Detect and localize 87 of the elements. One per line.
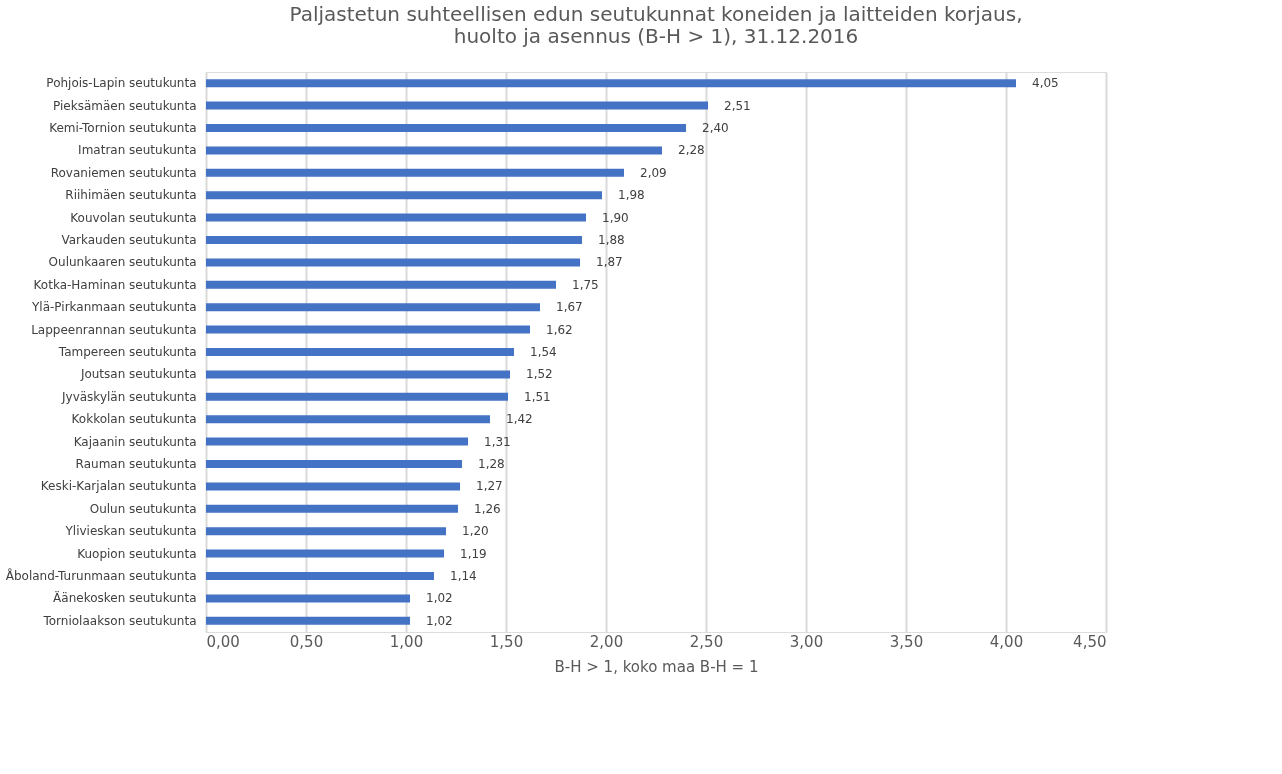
y-tick-label: Rauman seutukunta [75,457,197,471]
y-tick-label: Keski-Karjalan seutukunta [40,479,197,494]
y-tick-label: Lappeenrannan seutukunta [31,322,197,337]
x-axis-title: B-H > 1, koko maa B-H = 1 [554,657,759,676]
bar [206,101,708,110]
bar [206,460,462,468]
data-label: 1,14 [450,569,477,583]
bar [206,415,490,424]
bar [206,236,582,244]
y-tick-label: Tampereen seutukunta [57,345,197,359]
bar [206,79,1016,88]
x-tick-label: 0,00 [206,632,240,651]
x-tick-label: 3,00 [789,632,824,651]
data-label: 2,28 [678,143,705,158]
data-label: 4,05 [1032,76,1059,91]
data-label: 1,88 [598,233,625,247]
y-tick-label: Oulun seutukunta [89,501,197,516]
y-tick-label: Åboland-Turunmaan seutukunta [5,568,197,583]
y-tick-label: Kotka-Haminan seutukunta [33,277,197,292]
data-label: 2,40 [702,121,729,135]
bar [206,482,460,491]
bar [206,572,434,580]
data-label: 1,51 [524,389,551,404]
data-label: 1,27 [476,479,503,494]
y-tick-label: Kuopion seutukunta [77,546,197,561]
bar [206,616,410,625]
data-label: 1,31 [484,434,511,449]
chart-title: Paljastetun suhteellisen edun seutukunnat koneiden ja laitteiden korjaus, huolto ja asennus (B-H > 1), 31.12.2016 [289,2,1023,48]
bar [206,213,586,222]
data-label: 1,62 [546,322,573,337]
x-tick-label: 4,00 [989,632,1024,651]
y-tick-label: Kokkolan seutukunta [71,412,197,427]
x-tick-label: 1,50 [489,632,524,651]
data-label: 2,51 [724,98,751,113]
bar [206,303,540,312]
bar [206,348,514,356]
y-tick-label: Imatran seutukunta [78,143,197,158]
data-label: 1,02 [426,591,453,606]
y-tick-label: Kemi-Tornion seutukunta [49,121,197,135]
x-tick-label: 1,00 [389,632,424,651]
bar [206,124,686,132]
y-tick-label: Varkauden seutukunta [61,233,197,247]
y-tick-label: Äänekosken seutukunta [53,590,197,606]
y-tick-label: Kouvolan seutukunta [70,210,197,225]
x-tick-label: 4,50 [1073,632,1107,651]
y-tick-label: Pohjois-Lapin seutukunta [46,76,197,91]
data-label: 1,52 [526,367,553,382]
data-label: 1,75 [572,277,599,292]
data-label: 1,54 [530,345,557,359]
bar [206,280,556,289]
x-tick-label: 2,00 [589,632,624,651]
data-label: 1,28 [478,457,505,471]
data-label: 1,98 [618,188,645,203]
y-tick-label: Ylivieskan seutukunta [64,524,197,539]
bar [206,325,530,334]
y-tick-label: Oulunkaaren seutukunta [48,255,197,270]
y-tick-label: Ylä-Pirkanmaan seutukunta [30,300,197,315]
data-label: 1,20 [462,524,489,539]
bar [206,392,508,401]
data-label: 1,02 [426,613,453,628]
y-tick-label: Jyväskylän seutukunta [61,389,197,404]
bar [206,168,624,177]
x-tick-label: 2,50 [689,632,724,651]
data-label: 2,09 [640,165,667,180]
y-tick-label: Riihimäen seutukunta [65,188,197,203]
bar [206,504,458,513]
bar [206,437,468,446]
data-label: 1,90 [602,210,629,225]
y-tick-label: Torniolaakson seutukunta [42,613,197,628]
data-label: 1,87 [596,255,623,270]
bar [206,370,510,379]
x-tick-label: 3,50 [889,632,924,651]
x-tick-label: 0,50 [289,632,324,651]
bar [206,527,446,536]
data-label: 1,26 [474,501,501,516]
bar [206,549,444,558]
data-label: 1,42 [506,412,533,427]
y-tick-label: Rovaniemen seutukunta [50,165,197,180]
bar [206,594,410,603]
data-label: 1,19 [460,546,487,561]
y-tick-label: Kajaanin seutukunta [73,434,197,449]
bar [206,146,662,155]
y-tick-label: Pieksämäen seutukunta [53,98,197,113]
data-label: 1,67 [556,300,583,315]
y-tick-label: Joutsan seutukunta [79,367,197,382]
bar [206,191,602,200]
bar [206,258,580,267]
